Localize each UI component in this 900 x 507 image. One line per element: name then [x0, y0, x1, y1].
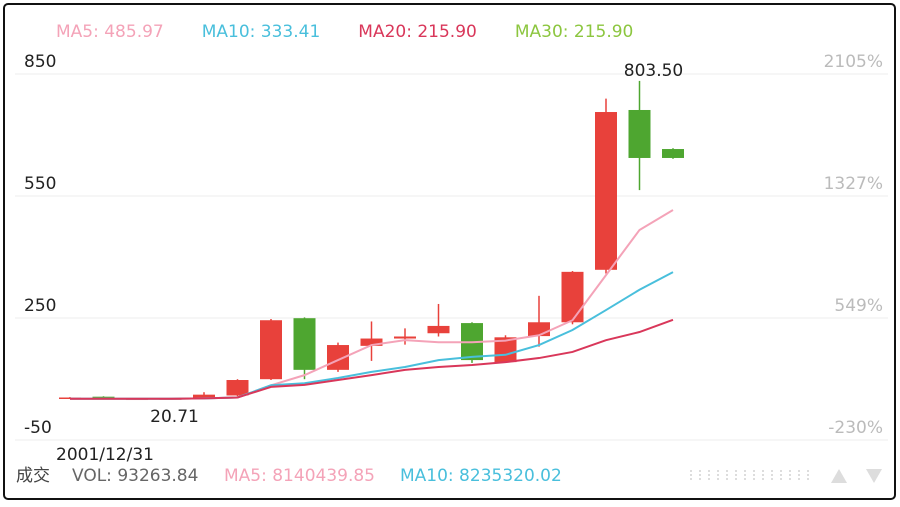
- dot: [690, 474, 692, 476]
- dot: [798, 470, 800, 472]
- dot: [708, 470, 710, 472]
- candle-body: [226, 380, 249, 396]
- dot: [699, 470, 701, 472]
- dot: [708, 478, 710, 480]
- annotation: 803.50: [624, 61, 683, 81]
- y-tick-label: -50: [24, 418, 52, 438]
- dot: [735, 470, 737, 472]
- y-tick-label: 550: [24, 174, 56, 194]
- dot: [807, 474, 809, 476]
- dot: [726, 470, 728, 472]
- y2-tick-label: -230%: [828, 418, 883, 438]
- dot: [744, 470, 746, 472]
- candle-body: [260, 320, 282, 380]
- candle-body: [92, 396, 115, 399]
- up-button[interactable]: [831, 469, 847, 483]
- ma-line: [70, 318, 674, 400]
- dot: [771, 470, 773, 472]
- dot: [699, 478, 701, 480]
- y2-tick-label: 2105%: [824, 52, 883, 72]
- dot: [744, 474, 746, 476]
- dot: [789, 470, 791, 472]
- down-button[interactable]: [866, 469, 882, 483]
- annotation: 20.71: [150, 407, 199, 427]
- dot: [726, 478, 728, 480]
- y-tick-label: 250: [24, 296, 56, 316]
- volume-ma10: MA10: 8235320.02: [400, 466, 562, 486]
- y2-tick-label: 549%: [834, 296, 883, 316]
- candle-body: [193, 394, 215, 398]
- y-tick-label: 850: [24, 52, 56, 72]
- candle-body: [427, 325, 450, 334]
- dot: [753, 470, 755, 472]
- dot: [699, 474, 701, 476]
- x-tick-label: 2001/12/31: [56, 445, 154, 465]
- y2-tick-label: 1327%: [824, 174, 883, 194]
- volume-title: 成交: [16, 466, 50, 486]
- dot: [753, 474, 755, 476]
- dot: [771, 474, 773, 476]
- dot: [798, 478, 800, 480]
- dot: [717, 474, 719, 476]
- legend-entry: MA30: 215.90: [515, 22, 634, 42]
- candle-body: [360, 338, 383, 346]
- dot: [690, 478, 692, 480]
- dot: [762, 478, 764, 480]
- scroll-indicator: [690, 470, 809, 480]
- dot: [735, 474, 737, 476]
- dot: [807, 478, 809, 480]
- dot: [717, 470, 719, 472]
- dot: [789, 474, 791, 476]
- volume-ma5: MA5: 8140439.85: [224, 466, 375, 486]
- dot: [735, 478, 737, 480]
- dot: [780, 470, 782, 472]
- candle-body: [293, 318, 316, 370]
- dot: [690, 470, 692, 472]
- dot: [744, 478, 746, 480]
- dot: [798, 474, 800, 476]
- legend-entry: MA20: 215.90: [358, 22, 477, 42]
- candle-body: [595, 112, 617, 270]
- dot: [807, 470, 809, 472]
- dot: [771, 478, 773, 480]
- dot: [717, 478, 719, 480]
- dot: [762, 470, 764, 472]
- frame: [3, 3, 896, 500]
- dot: [762, 474, 764, 476]
- candle-body: [528, 322, 550, 337]
- dot: [789, 478, 791, 480]
- candle-body: [561, 271, 584, 323]
- candle-body: [628, 109, 651, 158]
- candle-body: [394, 336, 416, 339]
- dot: [753, 478, 755, 480]
- candle-body: [662, 149, 684, 158]
- legend-entry: MA10: 333.41: [202, 22, 321, 42]
- dot: [780, 478, 782, 480]
- dot: [726, 474, 728, 476]
- volume-label: VOL: 93263.84: [72, 466, 198, 486]
- dot: [780, 474, 782, 476]
- legend-entry: MA5: 485.97: [56, 22, 164, 42]
- dot: [708, 474, 710, 476]
